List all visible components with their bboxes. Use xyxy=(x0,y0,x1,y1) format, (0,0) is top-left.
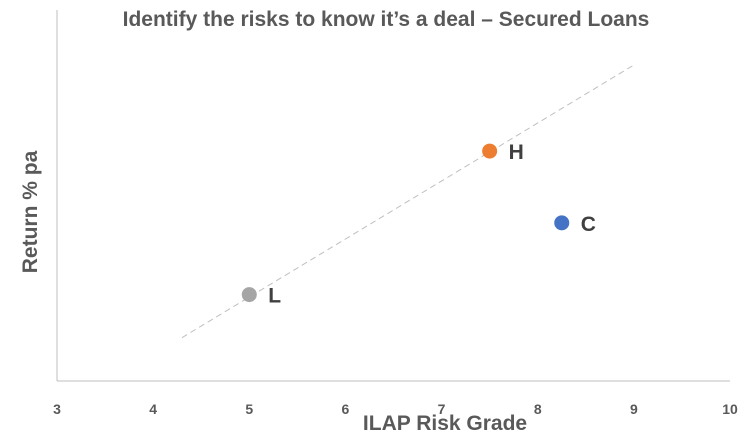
trendline xyxy=(181,64,635,339)
data-label-l: L xyxy=(268,285,281,308)
data-label-h: H xyxy=(509,141,524,164)
x-tick-label: 7 xyxy=(438,401,446,417)
trendline-group xyxy=(181,64,635,339)
x-tick-label: 4 xyxy=(149,401,157,417)
x-axis-title: ILAP Risk Grade xyxy=(363,412,527,435)
x-tick-labels: 3 4 5 6 7 8 9 10 xyxy=(53,401,738,417)
x-tick-label: 8 xyxy=(534,401,542,417)
y-axis-title: Return % pa xyxy=(19,150,42,273)
axes xyxy=(56,10,730,382)
x-tick-label: 10 xyxy=(722,401,738,417)
x-tick-label: 5 xyxy=(245,401,253,417)
x-tick-label: 3 xyxy=(53,401,61,417)
chart-title: Identify the risks to know it’s a deal –… xyxy=(122,8,650,31)
data-point-l xyxy=(241,287,257,303)
data-point-h xyxy=(482,143,498,159)
x-tick-label: 6 xyxy=(342,401,350,417)
x-tick-label: 9 xyxy=(630,401,638,417)
data-point-c xyxy=(554,215,570,231)
data-points: L H C xyxy=(241,141,596,308)
data-label-c: C xyxy=(581,213,596,236)
